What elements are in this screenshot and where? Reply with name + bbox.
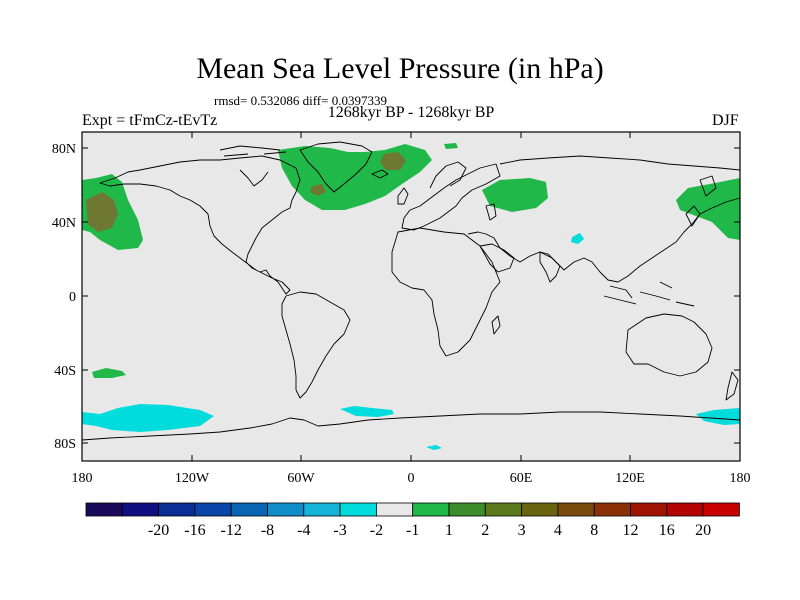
colorbar-box xyxy=(448,502,486,517)
colorbar-box xyxy=(666,502,704,517)
stats-label: rmsd= 0.532086 diff= 0.0397339 xyxy=(214,93,387,108)
colorbar-box xyxy=(158,502,196,517)
coast-indonesia xyxy=(603,281,695,307)
lon-label: 120E xyxy=(615,471,645,486)
coast-asia xyxy=(467,155,741,283)
north-atlantic-core-b xyxy=(310,184,326,196)
north-pacific-west-core xyxy=(86,192,118,232)
colorbar-label: -2 xyxy=(370,522,383,539)
map-title: Mean Sea Level Pressure (in hPa) xyxy=(196,52,604,85)
colorbar-box xyxy=(303,502,341,517)
colorbar-box xyxy=(521,502,559,517)
coast-archipelago xyxy=(219,145,287,157)
colorbar-labels: -20 -16 -12 -8 -4 -3 -2 -1 1 2 3 4 8 12 16 20 xyxy=(148,522,711,539)
lat-label: 80S xyxy=(54,437,76,452)
coast-europe xyxy=(401,163,501,231)
colorbar-label: 20 xyxy=(695,522,711,539)
colorbar-boxes xyxy=(85,502,740,517)
colorbar-box xyxy=(230,502,268,517)
colorbar-box xyxy=(339,502,377,517)
axis-ticks xyxy=(82,132,740,461)
colorbar-box xyxy=(85,502,123,517)
lat-label: 80N xyxy=(52,142,76,157)
lon-labels: 180 120W 60W 0 60E 120E 180 xyxy=(72,471,751,486)
north-atlantic-core-a xyxy=(380,152,406,170)
southern-ocean-atlantic xyxy=(340,406,394,417)
lon-label: 60E xyxy=(510,471,533,486)
north-pacific-east xyxy=(676,178,740,240)
coast-north-america xyxy=(99,155,301,295)
lat-labels: 80N 40N 0 40S 80S xyxy=(52,142,76,452)
lat-label: 0 xyxy=(69,290,76,305)
arctic-small xyxy=(444,143,458,149)
colorbar-label: 3 xyxy=(518,522,526,539)
coast-japan xyxy=(685,205,701,227)
siberia xyxy=(482,178,548,212)
colorbar-label: -8 xyxy=(261,522,274,539)
colorbar-box xyxy=(557,502,595,517)
colorbar-label: 1 xyxy=(445,522,453,539)
coast-madagascar xyxy=(491,315,501,335)
colorbar-box xyxy=(593,502,631,517)
colorbar-box xyxy=(375,502,414,517)
coast-greenland xyxy=(299,141,373,193)
coast-south-america xyxy=(281,291,351,399)
colorbar-box xyxy=(412,502,450,517)
antarctica-small xyxy=(426,445,442,450)
coast-new-zealand xyxy=(725,371,739,401)
lon-label: 120W xyxy=(175,471,210,486)
colorbar-label: 2 xyxy=(481,522,489,539)
coast-africa xyxy=(391,227,501,357)
colorbar-label: 4 xyxy=(554,522,562,539)
colorbar-box xyxy=(121,502,160,517)
colorbar-label: -3 xyxy=(333,522,346,539)
coast-iceland xyxy=(371,169,389,179)
colorbar-box xyxy=(267,502,305,517)
colorbar-label: -16 xyxy=(184,522,205,539)
southern-ocean-east xyxy=(696,408,740,425)
colorbar-box xyxy=(194,502,232,517)
season-label: DJF xyxy=(712,112,739,129)
colorbar-label: -12 xyxy=(221,522,242,539)
lat-label: 40S xyxy=(54,364,76,379)
coast-arabia xyxy=(479,243,515,273)
experiment-label: Expt = tFmCz-tEvTz xyxy=(82,112,218,129)
lon-label: 60W xyxy=(287,471,315,486)
lat-label: 40N xyxy=(52,216,76,231)
tibet-small xyxy=(571,233,584,244)
colorbar-label: -4 xyxy=(297,522,310,539)
colorbar-label: -20 xyxy=(148,522,169,539)
colorbar-label: -1 xyxy=(406,522,419,539)
colorbar-box xyxy=(702,502,740,517)
south-pacific-small xyxy=(92,368,126,378)
coast-australia xyxy=(625,313,713,377)
coast-kamchatka xyxy=(699,175,717,197)
lon-label: 180 xyxy=(72,471,93,486)
colorbar-label: 12 xyxy=(623,522,639,539)
period-label: 1268kyr BP - 1268kyr BP xyxy=(327,104,495,121)
lon-label: 0 xyxy=(408,471,415,486)
coast-india xyxy=(539,251,561,283)
coast-caspian xyxy=(485,203,497,221)
colorbar-label: 8 xyxy=(590,522,598,539)
lon-label: 180 xyxy=(730,471,751,486)
coastlines xyxy=(81,141,741,441)
coast-antarctica xyxy=(81,411,741,441)
colorbar-box xyxy=(484,502,522,517)
coast-scandinavia xyxy=(429,161,467,189)
colorbar-box xyxy=(630,502,668,517)
coast-britain xyxy=(397,187,409,205)
southern-ocean-pacific xyxy=(82,404,214,432)
colorbar-label: 16 xyxy=(659,522,675,539)
coast-hudson xyxy=(239,169,269,187)
anomaly-fills xyxy=(82,143,740,450)
